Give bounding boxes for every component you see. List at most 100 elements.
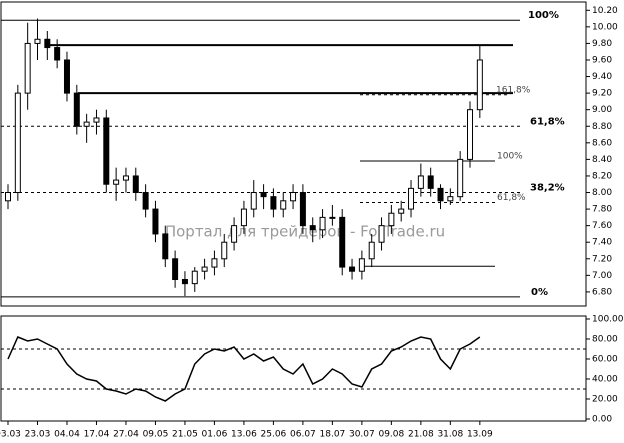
candle-body	[280, 200, 287, 210]
candle-body	[349, 266, 356, 272]
candle-body	[260, 192, 267, 198]
x-tick-label: 01.06	[202, 430, 228, 440]
candle-body	[457, 158, 464, 198]
x-tick-label: 09.08	[378, 430, 404, 440]
candle-body	[240, 208, 247, 227]
candle-body	[231, 225, 238, 243]
candle-body	[309, 225, 316, 231]
candle-body	[476, 59, 483, 111]
x-tick-label: 04.04	[54, 430, 80, 440]
x-tick-label: 21.08	[408, 430, 434, 440]
x-tick-label: 13.09	[467, 430, 493, 440]
y-tick-label: 7.60	[592, 221, 612, 231]
y-tick-label: 40.00	[592, 375, 618, 385]
x-tick-label: 18.07	[320, 430, 346, 440]
candle-body	[467, 109, 474, 160]
x-tick-label: 13.06	[231, 430, 257, 440]
candle-body	[14, 92, 21, 194]
x-tick-label: 25.06	[261, 430, 287, 440]
price-panel	[0, 1, 587, 307]
y-tick-label: 7.20	[592, 254, 612, 264]
fib-label: 38,2%	[530, 183, 565, 194]
x-tick-label: 31.08	[437, 430, 463, 440]
candle-body	[250, 192, 257, 210]
candle-body	[388, 212, 395, 227]
candle-body	[211, 258, 218, 268]
y-tick-label: 9.40	[592, 72, 612, 82]
x-tick-label: 30.07	[349, 430, 375, 440]
x-tick-label: 21.05	[172, 430, 198, 440]
fib-label: 100%	[497, 152, 523, 162]
y-tick-label: 10.20	[592, 6, 618, 16]
x-tick-label: 06.07	[290, 430, 316, 440]
y-tick-label: 6.80	[592, 287, 612, 297]
candle-body	[437, 187, 444, 202]
candle-body	[34, 38, 41, 44]
candle-body	[299, 192, 306, 227]
candle-body	[339, 216, 346, 268]
candle-body	[44, 38, 51, 49]
candle-body	[83, 121, 90, 127]
x-tick-label: 23.03	[25, 430, 51, 440]
y-tick-label: 9.80	[592, 39, 612, 49]
y-tick-label: 100.00	[592, 315, 624, 325]
candle-body	[378, 225, 385, 243]
y-tick-label: 9.60	[592, 55, 612, 65]
y-tick-label: 8.00	[592, 188, 612, 198]
y-tick-label: 7.80	[592, 205, 612, 215]
oscillator-panel	[0, 315, 587, 422]
candle-body	[73, 92, 80, 127]
candle-body	[122, 175, 129, 181]
candle-body	[162, 233, 169, 260]
candle-body	[132, 175, 139, 194]
candle-body	[54, 47, 61, 61]
candle-body	[5, 192, 11, 202]
candle-body	[201, 266, 208, 272]
candle-body	[408, 187, 415, 210]
candle-body	[417, 175, 424, 189]
y-tick-label: 9.20	[592, 89, 612, 99]
candle-body	[270, 196, 277, 210]
candle-body	[329, 216, 336, 219]
y-tick-label: 0.00	[592, 415, 612, 425]
fib-label: 61,8%	[497, 193, 526, 203]
candle-body	[368, 241, 375, 260]
x-tick-label: 17.04	[84, 430, 110, 440]
y-tick-label: 7.40	[592, 238, 612, 248]
x-tick-label: 03.03	[0, 430, 21, 440]
y-tick-label: 80.00	[592, 335, 618, 345]
candle-body	[221, 241, 228, 260]
y-tick-label: 8.20	[592, 171, 612, 181]
candle-body	[93, 117, 100, 123]
candle-body	[103, 117, 110, 185]
x-tick-label: 09.05	[143, 430, 169, 440]
x-tick-label: 27.04	[113, 430, 139, 440]
candle-body	[113, 179, 120, 185]
fib-label: 100%	[528, 10, 559, 21]
candle-body	[427, 175, 434, 189]
y-tick-label: 8.80	[592, 122, 612, 132]
candle-body	[142, 192, 149, 210]
fib-label: 0%	[531, 287, 548, 298]
candle-body	[447, 196, 454, 202]
candle-body	[152, 208, 159, 235]
y-tick-label: 9.00	[592, 105, 612, 115]
y-tick-label: 10.00	[592, 22, 618, 32]
candle-body	[319, 216, 326, 231]
y-tick-label: 8.40	[592, 155, 612, 165]
candle-body	[191, 270, 198, 285]
candle-body	[24, 42, 31, 94]
candle-body	[63, 59, 70, 94]
y-tick-label: 8.60	[592, 138, 612, 148]
candle-body	[181, 278, 188, 285]
y-tick-label: 20.00	[592, 395, 618, 405]
fib-label: 161,8%	[496, 85, 531, 95]
y-tick-label: 7.00	[592, 271, 612, 281]
candle-body	[358, 258, 365, 272]
fib-label: 61,8%	[530, 116, 565, 127]
y-tick-label: 60.00	[592, 355, 618, 365]
candle-body	[290, 192, 297, 202]
candle-body	[398, 208, 405, 214]
